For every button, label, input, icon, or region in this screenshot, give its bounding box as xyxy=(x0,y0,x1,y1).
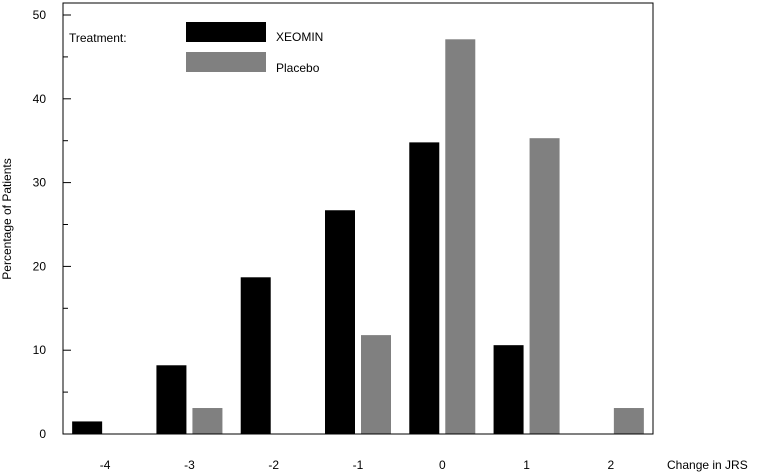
legend-label-xeomin: XEOMIN xyxy=(276,30,323,44)
x-tick-label: 0 xyxy=(439,458,446,472)
bar-xeomin--1 xyxy=(325,210,355,434)
bars-group xyxy=(72,39,644,434)
y-tick-label: 30 xyxy=(33,176,47,190)
legend-label-placebo: Placebo xyxy=(276,61,320,75)
bar-placebo-2 xyxy=(613,408,644,434)
y-tick-label: 10 xyxy=(33,343,47,357)
legend-swatch-placebo xyxy=(186,52,266,72)
legend: Treatment: XEOMIN Placebo xyxy=(69,22,323,75)
bar-placebo-1 xyxy=(529,138,560,434)
y-tick-label: 20 xyxy=(33,259,47,273)
x-tick-label: -1 xyxy=(353,458,364,472)
bar-placebo--3 xyxy=(192,408,223,434)
bar-xeomin--4 xyxy=(72,421,103,434)
y-axis-title: Percentage of Patients xyxy=(0,158,14,279)
bar-xeomin--2 xyxy=(240,277,271,434)
x-tick-label: 2 xyxy=(608,458,615,472)
x-tick-label: 1 xyxy=(523,458,530,472)
x-tick-label: -4 xyxy=(100,458,111,472)
bar-xeomin-0 xyxy=(409,142,440,434)
x-tick-label: -2 xyxy=(268,458,279,472)
plot-frame xyxy=(62,2,654,435)
y-tick-label: 50 xyxy=(33,8,47,22)
y-tick-label: 40 xyxy=(33,92,47,106)
bar-xeomin--3 xyxy=(156,365,187,434)
x-axis: -4 -3 -2 -1 0 1 2 xyxy=(100,458,615,472)
bar-placebo-0 xyxy=(445,39,476,434)
bar-xeomin-1 xyxy=(493,345,524,434)
y-tick-label: 0 xyxy=(39,427,46,441)
x-axis-title: Change in JRS xyxy=(667,458,748,472)
x-tick-label: -3 xyxy=(184,458,195,472)
legend-swatch-xeomin xyxy=(186,22,266,42)
bar-placebo--1 xyxy=(361,335,391,434)
y-axis: 0 10 20 30 40 50 xyxy=(33,8,71,441)
legend-title: Treatment: xyxy=(69,31,127,45)
